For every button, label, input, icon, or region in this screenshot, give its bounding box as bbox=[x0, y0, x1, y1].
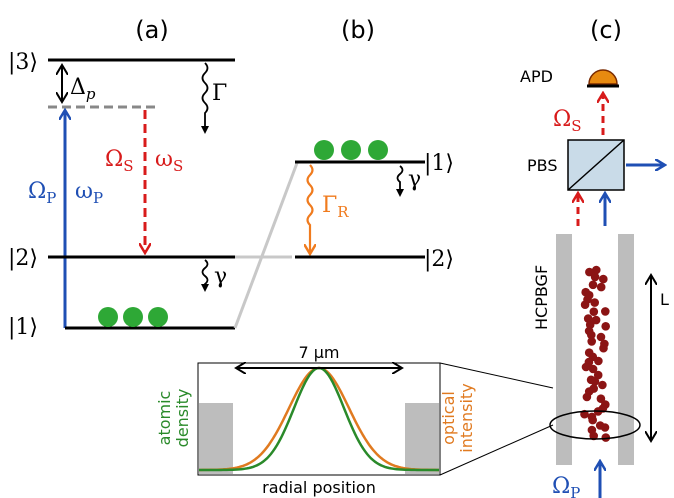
zoom-line bbox=[439, 362, 554, 389]
cross-section bbox=[549, 410, 641, 440]
raman-decay-arrow bbox=[308, 164, 313, 253]
signal-rabi: ΩS bbox=[553, 107, 582, 135]
atom bbox=[601, 433, 611, 442]
detector bbox=[588, 69, 618, 85]
atom bbox=[596, 394, 606, 404]
atoms bbox=[98, 307, 168, 327]
decay-label: Γ bbox=[212, 81, 227, 106]
atom bbox=[599, 343, 608, 353]
atom bbox=[589, 307, 599, 317]
atom bbox=[590, 272, 600, 282]
signal-rabi: ΩS bbox=[105, 147, 134, 175]
zoom-line bbox=[439, 424, 554, 476]
y-label: opticalintensity bbox=[439, 383, 476, 452]
atom bbox=[592, 265, 601, 275]
level-label: |1⟩ bbox=[8, 315, 38, 340]
fiber-wall bbox=[556, 234, 572, 465]
panel-label: (a) bbox=[135, 16, 168, 44]
fiber-label: HCPBGF bbox=[532, 265, 551, 330]
x-label: radial position bbox=[262, 478, 376, 497]
atom bbox=[580, 300, 590, 310]
fiber-wall bbox=[405, 403, 439, 474]
width-label: 7 μm bbox=[298, 343, 339, 362]
atom bbox=[594, 356, 603, 366]
length-label: L bbox=[660, 290, 669, 309]
atom bbox=[596, 282, 606, 292]
y-label: atomicdensity bbox=[155, 389, 192, 448]
dephasing-label: γ bbox=[408, 167, 421, 192]
atom bbox=[588, 364, 598, 374]
atom bbox=[582, 392, 592, 402]
signal-freq: ωS bbox=[155, 147, 183, 175]
connector bbox=[233, 162, 299, 329]
atom bbox=[591, 315, 601, 325]
atom-cloud bbox=[580, 265, 611, 442]
atom bbox=[590, 298, 599, 307]
atom bbox=[596, 332, 606, 342]
atom bbox=[590, 377, 600, 386]
atom bbox=[593, 370, 603, 380]
panel-label: (b) bbox=[341, 16, 375, 44]
atom bbox=[587, 330, 596, 340]
atom bbox=[585, 267, 594, 277]
dephasing-arrow bbox=[396, 165, 404, 197]
atom bbox=[601, 322, 610, 331]
level-label: |2⟩ bbox=[8, 246, 38, 271]
atom bbox=[581, 362, 591, 372]
atoms bbox=[314, 140, 388, 160]
dephasing-arrow bbox=[201, 259, 209, 292]
probe-freq: ωP bbox=[75, 179, 103, 207]
atom bbox=[589, 431, 598, 441]
atom bbox=[588, 280, 598, 290]
atom bbox=[600, 423, 610, 432]
inset-frame bbox=[197, 362, 441, 476]
level-label: |1⟩ bbox=[424, 151, 454, 176]
level-label: |2⟩ bbox=[424, 247, 454, 272]
detuning-label: Δp bbox=[70, 75, 96, 103]
atom bbox=[601, 307, 610, 316]
level-label: |3⟩ bbox=[8, 50, 38, 75]
atom bbox=[588, 415, 597, 425]
atom bbox=[587, 337, 596, 346]
splitter-label: PBS bbox=[527, 156, 558, 175]
fiber-wall bbox=[618, 234, 634, 465]
detector-label: APD bbox=[520, 67, 553, 86]
probe-rabi: ΩP bbox=[552, 474, 580, 498]
panel-label: (c) bbox=[590, 16, 622, 44]
decay-arrow bbox=[201, 62, 209, 134]
atom bbox=[599, 274, 608, 284]
splitter-diagonal bbox=[567, 139, 625, 191]
probe-rabi: ΩP bbox=[28, 179, 56, 207]
dephasing-label: γ bbox=[214, 264, 227, 289]
atom bbox=[598, 380, 607, 390]
fiber-wall bbox=[199, 403, 233, 474]
raman-decay-label: ΓR bbox=[322, 193, 349, 221]
